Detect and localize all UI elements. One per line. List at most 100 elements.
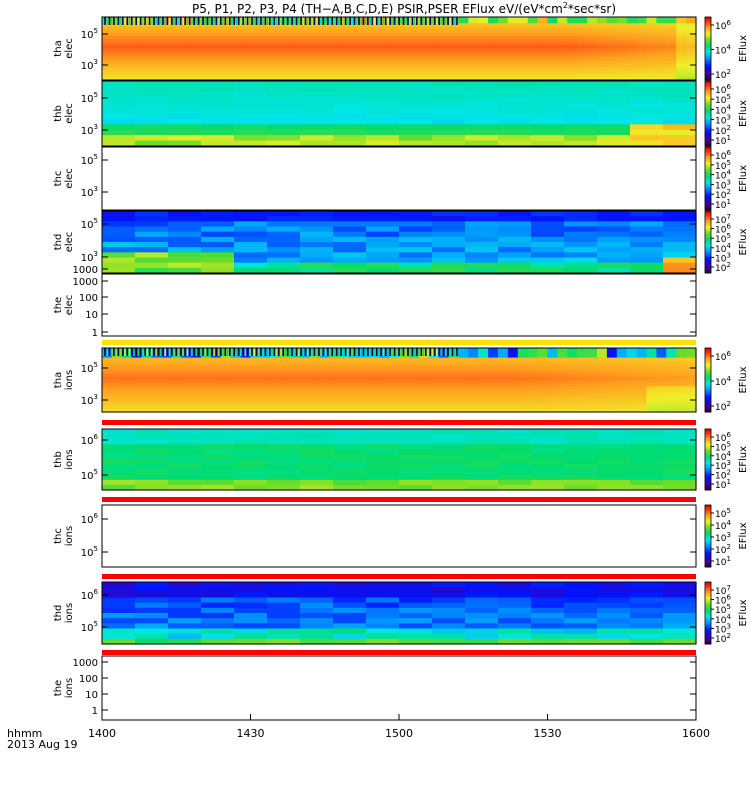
heatmap-cell (113, 348, 115, 356)
heatmap-cell (371, 348, 374, 356)
heatmap-cell (168, 226, 202, 233)
heatmap-cell (564, 618, 598, 624)
heatmap-cell (517, 373, 529, 378)
heatmap-cell (676, 57, 687, 62)
heatmap-cell (686, 57, 697, 62)
heatmap-cell (102, 444, 136, 450)
heatmap-cell (626, 396, 638, 400)
heatmap-cell (369, 23, 380, 28)
heatmap-cell (220, 402, 232, 407)
heatmap-cell (141, 402, 153, 407)
heatmap-cell (448, 370, 459, 375)
heatmap-cell (220, 396, 232, 400)
heatmap-cell (517, 23, 529, 28)
heatmap-cell (436, 17, 438, 25)
heatmap-cell (359, 380, 370, 384)
heatmap-cell (557, 383, 568, 387)
heatmap-cell (369, 383, 380, 387)
heatmap-cell (102, 623, 136, 630)
heatmap-cell (686, 35, 697, 40)
heatmap-cell (333, 211, 367, 217)
heatmap-cell (507, 23, 519, 28)
heatmap-cell (102, 91, 136, 98)
heatmap-cell (309, 70, 321, 75)
heatmap-cell (547, 67, 558, 72)
heatmap-cell (438, 61, 450, 65)
heatmap-cell (220, 376, 232, 381)
heatmap-cell (121, 35, 133, 40)
heatmap-cell (666, 376, 677, 381)
heatmap-cell (220, 61, 232, 65)
heatmap-cell (547, 45, 558, 50)
heatmap-cell (168, 102, 202, 109)
heatmap-cell (577, 392, 588, 397)
heatmap-cell (379, 399, 390, 403)
heatmap-cell (663, 102, 697, 109)
heatmap-cell (433, 348, 436, 356)
heatmap-cell (121, 39, 133, 43)
heatmap-cell (646, 76, 657, 81)
heatmap-cell (230, 61, 242, 65)
colorbar-segment (705, 522, 711, 525)
heatmap-cell (329, 360, 341, 365)
heatmap-cell (369, 367, 380, 371)
heatmap-cell (240, 408, 252, 413)
heatmap-cell (686, 70, 697, 75)
heatmap-cell (676, 54, 687, 59)
colorbar-segment (705, 266, 711, 269)
heatmap-cell (478, 396, 489, 400)
colorbar-segment (705, 462, 711, 465)
heatmap-cell (547, 70, 558, 75)
heatmap-cell (220, 73, 232, 78)
heatmap-cell (465, 587, 499, 593)
heatmap-cell (102, 582, 136, 588)
heatmap-cell (587, 48, 598, 53)
heatmap-cell (300, 597, 334, 604)
colorbar-tick-label: 104 (715, 242, 731, 255)
heatmap-cell (131, 405, 143, 410)
heatmap-cell (438, 399, 450, 403)
colorbar-segment (705, 620, 711, 623)
heatmap-cell (666, 48, 677, 53)
heatmap-cell (389, 54, 400, 59)
colorbar-segment (705, 360, 711, 363)
heatmap-cell (111, 51, 123, 56)
heatmap-cell (300, 348, 302, 356)
colorbar-segment (705, 68, 711, 72)
heatmap-cell (111, 386, 123, 391)
heatmap-cell (636, 360, 648, 365)
colorbar-frame (704, 581, 712, 645)
heatmap-cell (676, 32, 687, 37)
heatmap-cell (151, 35, 162, 40)
heatmap-cell (181, 405, 192, 410)
heatmap-cell (663, 597, 697, 604)
heatmap-cell (630, 97, 664, 104)
heatmap-cell (168, 444, 202, 450)
heatmap-cell (309, 73, 321, 78)
heatmap-cell (399, 464, 433, 471)
colorbar-segment (705, 56, 711, 59)
heatmap-cell (270, 61, 281, 65)
heatmap-cell (168, 221, 202, 228)
heatmap-cell (507, 61, 519, 65)
heatmap-cell (458, 20, 469, 24)
heatmap-cell (498, 582, 532, 588)
heatmap-cell (197, 348, 200, 356)
heatmap-cell (306, 348, 309, 356)
heatmap-cell (151, 405, 162, 410)
heatmap-cell (102, 135, 136, 142)
heatmap-cell (488, 370, 499, 375)
heatmap-cell (168, 267, 202, 274)
heatmap-cell (587, 64, 598, 68)
heatmap-cell (537, 351, 549, 355)
colorbar-tick-label: 106 (715, 149, 731, 162)
heatmap-cell (228, 17, 231, 25)
heatmap-cell (111, 380, 123, 384)
heatmap-cell (171, 389, 182, 394)
heatmap-cell (527, 26, 539, 31)
heatmap-cell (597, 35, 608, 40)
colorbar-segment (705, 97, 711, 100)
heatmap-cell (408, 23, 420, 28)
heatmap-cell (135, 582, 169, 588)
heatmap-cell (616, 392, 628, 397)
